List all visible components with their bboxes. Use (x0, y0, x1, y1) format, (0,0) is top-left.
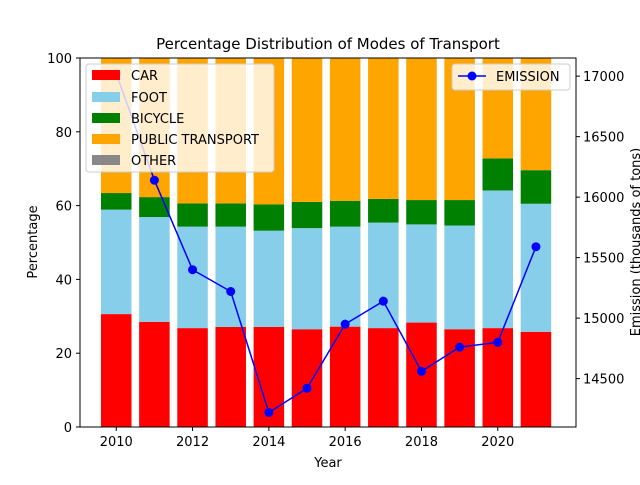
legend-swatch-public-transport (92, 134, 120, 144)
bar-foot-2021 (520, 203, 552, 332)
legend-emission: EMISSION (451, 63, 571, 91)
emission-point-2015 (302, 383, 312, 393)
bar-bicycle-2021 (520, 170, 552, 204)
bar-bicycle-2015 (291, 201, 323, 229)
legend-swatch-foot (92, 92, 120, 102)
legend-frame-right (451, 63, 571, 91)
emission-point-2016 (340, 319, 350, 329)
bar-foot-2012 (177, 226, 208, 329)
x-tick-label-2014: 2014 (252, 435, 285, 450)
emission-point-2020 (493, 337, 503, 347)
x-tick-label-2010: 2010 (100, 435, 133, 450)
x-tick-label-2016: 2016 (329, 435, 362, 450)
legend-frame (85, 63, 275, 173)
bar-public-transport-2017 (368, 58, 399, 199)
bar-foot-2018 (406, 224, 437, 323)
bar-foot-2019 (444, 225, 475, 330)
bar-foot-2015 (291, 228, 323, 330)
y-right-tick-label-16500: 16500 (583, 131, 624, 146)
emission-point-2019 (455, 342, 465, 352)
y-axis-left: 0 20 40 60 80 100 (47, 52, 80, 436)
bar-foot-2013 (215, 226, 246, 327)
x-tick-label-2020: 2020 (481, 435, 514, 450)
bar-foot-2010 (100, 209, 132, 315)
bar-bicycle-2020 (482, 158, 514, 191)
bar-bicycle-2014 (253, 204, 285, 231)
bar-public-transport-2018 (406, 58, 437, 201)
x-axis: 2010 2012 2014 2016 2018 2020 (100, 427, 514, 450)
bar-car-2013 (215, 327, 246, 427)
legend-label-public-transport: PUBLIC TRANSPORT (131, 133, 259, 148)
bar-public-transport-2016 (329, 58, 361, 201)
bar-bicycle-2010 (100, 193, 132, 210)
emission-point-2013 (226, 287, 236, 296)
legend-label-emission: EMISSION (496, 70, 560, 85)
emission-point-2018 (416, 366, 426, 376)
emission-line (115, 73, 537, 414)
bar-car-2017 (368, 328, 399, 427)
bar-bicycle-2018 (406, 200, 437, 225)
y-tick-label-20: 20 (55, 347, 72, 362)
bar-foot-2016 (329, 226, 361, 327)
bar-bicycle-2019 (444, 200, 475, 226)
x-tick-label-2012: 2012 (176, 435, 209, 450)
legend-marker-emission (467, 71, 477, 81)
y-tick-label-40: 40 (55, 273, 72, 288)
bar-car-2012 (177, 328, 208, 427)
bar-bicycle-2017 (368, 198, 399, 223)
legend-label-other: OTHER (131, 154, 176, 169)
legend-label-foot: FOOT (131, 91, 167, 106)
emission-point-2011 (149, 175, 159, 185)
y-axis-right: 14500 15000 15500 16000 16500 17000 (576, 70, 624, 388)
emission-point-2021 (531, 242, 541, 252)
bar-bicycle-2012 (177, 203, 208, 227)
emission-point-2017 (378, 296, 388, 306)
x-tick-label-2018: 2018 (405, 435, 438, 450)
legend-swatch-other (92, 155, 120, 165)
bar-car-2016 (329, 326, 361, 427)
bar-foot-2014 (253, 230, 285, 327)
legend-label-bicycle: BICYCLE (131, 112, 184, 127)
bar-foot-2017 (368, 222, 399, 329)
y-right-tick-label-15000: 15000 (583, 312, 624, 327)
y-tick-label-0: 0 (64, 421, 72, 436)
legend-modes: CAR FOOT BICYCLE PUBLIC TRANSPORT OTHER (85, 63, 275, 173)
y-axis-right-label: Emission (thousands of tons) (629, 148, 640, 337)
y-axis-label: Percentage (26, 205, 41, 278)
y-tick-label-80: 80 (55, 126, 72, 141)
legend-swatch-bicycle (92, 113, 120, 123)
chart-title: Percentage Distribution of Modes of Tran… (156, 35, 500, 53)
y-tick-label-100: 100 (47, 52, 72, 67)
y-right-tick-label-16000: 16000 (583, 191, 624, 206)
bar-foot-2020 (482, 190, 514, 329)
bar-car-2011 (139, 321, 170, 427)
bar-car-2015 (291, 329, 323, 427)
bar-car-2021 (520, 331, 552, 427)
y-right-tick-label-17000: 17000 (583, 70, 624, 85)
x-axis-label: Year (313, 456, 342, 471)
bar-bicycle-2013 (215, 203, 246, 227)
bar-foot-2011 (139, 217, 170, 322)
emission-point-2012 (188, 265, 198, 275)
legend-label-car: CAR (131, 69, 158, 84)
plot-frame (79, 57, 577, 428)
bar-public-transport-2015 (291, 58, 323, 202)
y-right-tick-label-15500: 15500 (583, 252, 624, 267)
legend-swatch-car (92, 70, 120, 80)
bar-bicycle-2011 (139, 197, 170, 218)
bar-car-2010 (100, 314, 132, 427)
emission-point-2014 (264, 407, 274, 417)
bar-bicycle-2016 (329, 200, 361, 227)
y-tick-label-60: 60 (55, 200, 72, 215)
y-right-tick-label-14500: 14500 (583, 373, 624, 388)
